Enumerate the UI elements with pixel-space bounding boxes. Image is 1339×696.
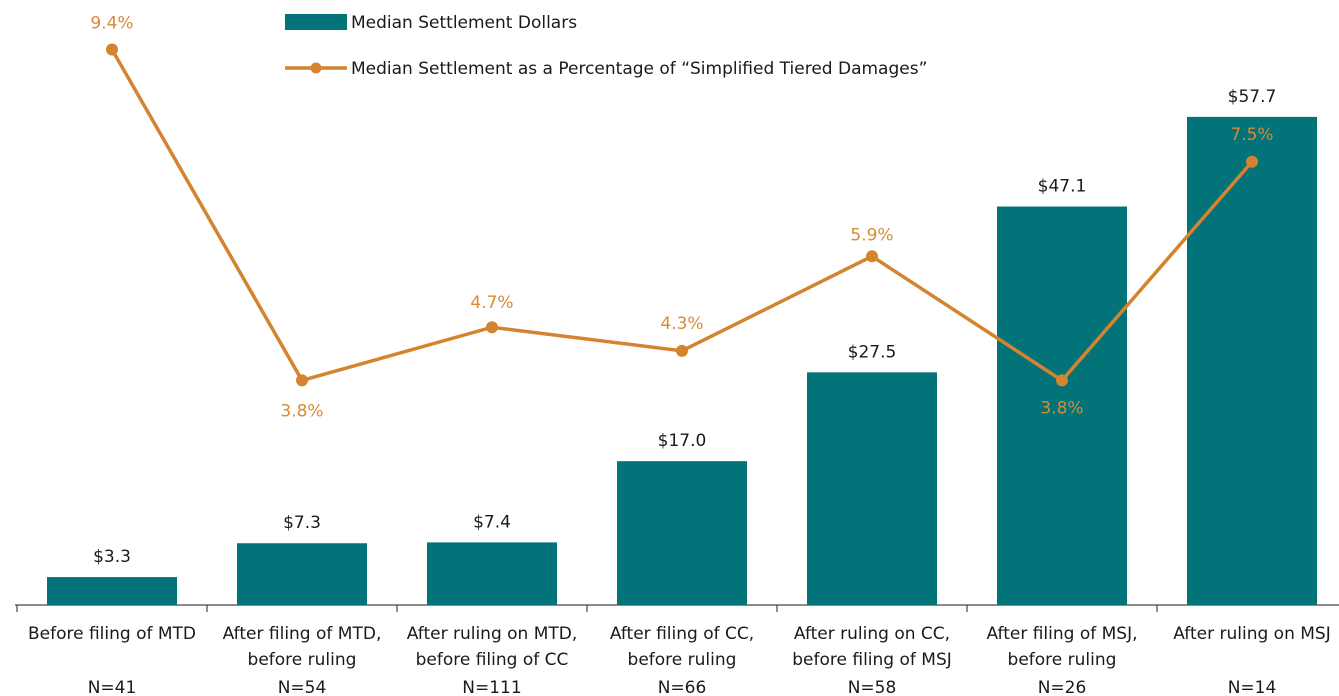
x-tick-label: After ruling on MTD, [407, 624, 578, 644]
bar-value-label: $57.7 [1228, 87, 1277, 107]
sample-size-label: N=111 [462, 678, 521, 696]
bar [997, 206, 1127, 605]
bar-value-label: $17.0 [658, 431, 707, 451]
line-value-label: 3.8% [1040, 398, 1083, 418]
bar-value-label: $3.3 [93, 547, 131, 567]
bar [427, 542, 557, 605]
sample-size-label: N=41 [88, 678, 137, 696]
x-tick-label: before ruling [628, 650, 737, 670]
sample-size-label: N=58 [848, 678, 897, 696]
line-value-label: 3.8% [280, 401, 323, 421]
line-value-label: 4.3% [660, 314, 703, 334]
legend-label: Median Settlement as a Percentage of “Si… [351, 59, 927, 79]
x-tick-label: After filing of MTD, [223, 624, 382, 644]
line-marker [296, 374, 308, 387]
sample-size-label: N=14 [1228, 678, 1277, 696]
sample-size-label: N=54 [278, 678, 327, 696]
x-tick-label: After filing of CC, [610, 624, 754, 644]
x-tick-label: Before filing of MTD [28, 624, 196, 644]
bar [1187, 116, 1317, 605]
line-marker [106, 43, 118, 56]
line-value-label: 5.9% [850, 225, 893, 245]
line-value-label: 4.7% [470, 293, 513, 313]
x-tick-label: before ruling [248, 650, 357, 670]
legend-label: Median Settlement Dollars [351, 13, 577, 33]
bar-value-label: $7.3 [283, 513, 321, 533]
bar-value-label: $27.5 [848, 342, 897, 362]
x-tick-label: before ruling [1008, 650, 1117, 670]
bar [237, 543, 367, 605]
bar-value-label: $7.4 [473, 512, 511, 532]
legend-marker [310, 62, 322, 74]
bar-value-label: $47.1 [1038, 177, 1087, 197]
line-value-label: 9.4% [90, 13, 133, 33]
line-marker [1056, 374, 1068, 387]
sample-size-label: N=66 [658, 678, 707, 696]
x-tick-label: After ruling on CC, [794, 624, 950, 644]
line-marker [866, 250, 878, 263]
line-value-label: 7.5% [1230, 125, 1273, 145]
x-tick-label: After filing of MSJ, [986, 624, 1137, 644]
x-tick-label: before filing of MSJ [792, 650, 952, 670]
sample-size-label: N=26 [1038, 678, 1087, 696]
line-marker [676, 344, 688, 357]
x-tick-label: before filing of CC [416, 650, 569, 670]
x-tick-label: After ruling on MSJ [1173, 624, 1330, 644]
line-marker [1246, 155, 1258, 168]
bar [47, 577, 177, 605]
bar [617, 461, 747, 605]
line-marker [486, 321, 498, 334]
bar [807, 372, 937, 605]
legend-swatch [285, 14, 347, 30]
